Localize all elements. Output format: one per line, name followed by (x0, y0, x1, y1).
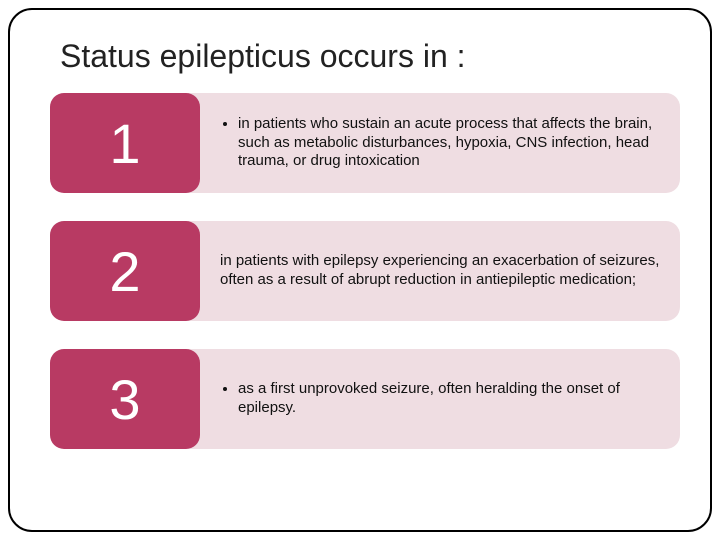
list-item: in patients who sustain an acute process… (50, 93, 680, 193)
item-body-box: in patients who sustain an acute process… (120, 93, 680, 193)
item-body-text: as a first unprovoked seizure, often her… (220, 380, 666, 418)
item-body-text: in patients with epilepsy experiencing a… (220, 252, 666, 290)
item-bullet-text: as a first unprovoked seizure, often her… (238, 380, 666, 418)
item-body-box: as a first unprovoked seizure, often her… (120, 349, 680, 449)
item-body-text: in patients who sustain an acute process… (220, 115, 666, 171)
item-number: 3 (109, 367, 140, 432)
item-number-box: 3 (50, 349, 200, 449)
list-item: as a first unprovoked seizure, often her… (50, 349, 680, 449)
item-number: 1 (109, 111, 140, 176)
item-number-box: 2 (50, 221, 200, 321)
item-body-box: in patients with epilepsy experiencing a… (120, 221, 680, 321)
item-bullet-text: in patients who sustain an acute process… (238, 115, 666, 171)
list-rows: in patients who sustain an acute process… (50, 93, 680, 449)
slide-title: Status epilepticus occurs in : (60, 38, 680, 75)
list-item: in patients with epilepsy experiencing a… (50, 221, 680, 321)
item-number-box: 1 (50, 93, 200, 193)
slide-frame: Status epilepticus occurs in : in patien… (8, 8, 712, 532)
item-number: 2 (109, 239, 140, 304)
